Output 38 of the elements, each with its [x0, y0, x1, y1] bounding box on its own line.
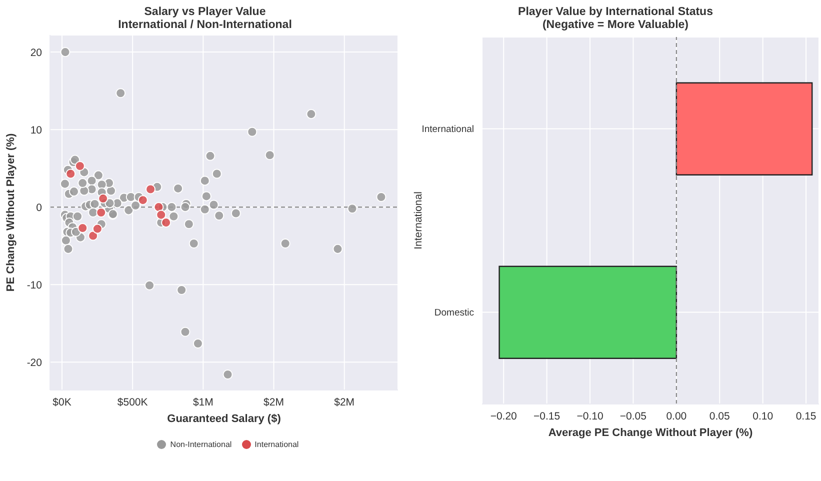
x-tick-label: $2M — [264, 396, 284, 408]
x-tick-label: −0.05 — [620, 410, 647, 422]
y-tick-label: Domestic — [434, 308, 474, 319]
y-tick-label: -10 — [26, 279, 42, 292]
y-tick-label: 10 — [30, 124, 42, 136]
point — [96, 207, 106, 218]
point — [92, 224, 102, 234]
y-tick-label: -20 — [26, 356, 42, 369]
x-axis-title: Average PE Change Without Player (%) — [548, 427, 753, 439]
y-tick-label: 20 — [30, 46, 42, 59]
point — [98, 194, 108, 204]
point — [74, 160, 85, 171]
point — [88, 230, 98, 241]
x-tick-label: 0.00 — [666, 410, 687, 422]
x-tick-label: −0.20 — [490, 410, 518, 422]
point — [156, 210, 166, 220]
legend-label: Non-International — [170, 440, 232, 449]
y-axis-title: PE Change Without Player (%) — [4, 133, 17, 292]
x-tick-label: $500K — [117, 396, 148, 408]
x-tick-label: 0.15 — [796, 410, 816, 422]
point — [161, 218, 172, 228]
x-axis-title: Guaranteed Salary ($) — [167, 413, 282, 425]
x-tick-label: −0.10 — [576, 410, 604, 422]
point — [66, 168, 76, 179]
x-tick-label: 0.10 — [752, 410, 774, 422]
point — [78, 222, 88, 234]
x-tick-label: $0K — [52, 396, 72, 408]
legend-label: International — [254, 440, 299, 449]
point — [138, 195, 148, 206]
point — [154, 202, 164, 212]
x-tick-label: $2M — [334, 396, 355, 408]
chart-title: Salary vs Player Value International / Non-International — [117, 6, 293, 32]
x-tick-label: 0.05 — [709, 410, 730, 422]
x-tick-label: $1M — [192, 396, 214, 408]
y-tick-label: 0 — [36, 202, 42, 214]
chart-title: Player Value by International Status (Negative = More Valuable) — [517, 6, 714, 32]
x-tick-label: −0.15 — [534, 410, 560, 422]
point — [146, 184, 156, 194]
